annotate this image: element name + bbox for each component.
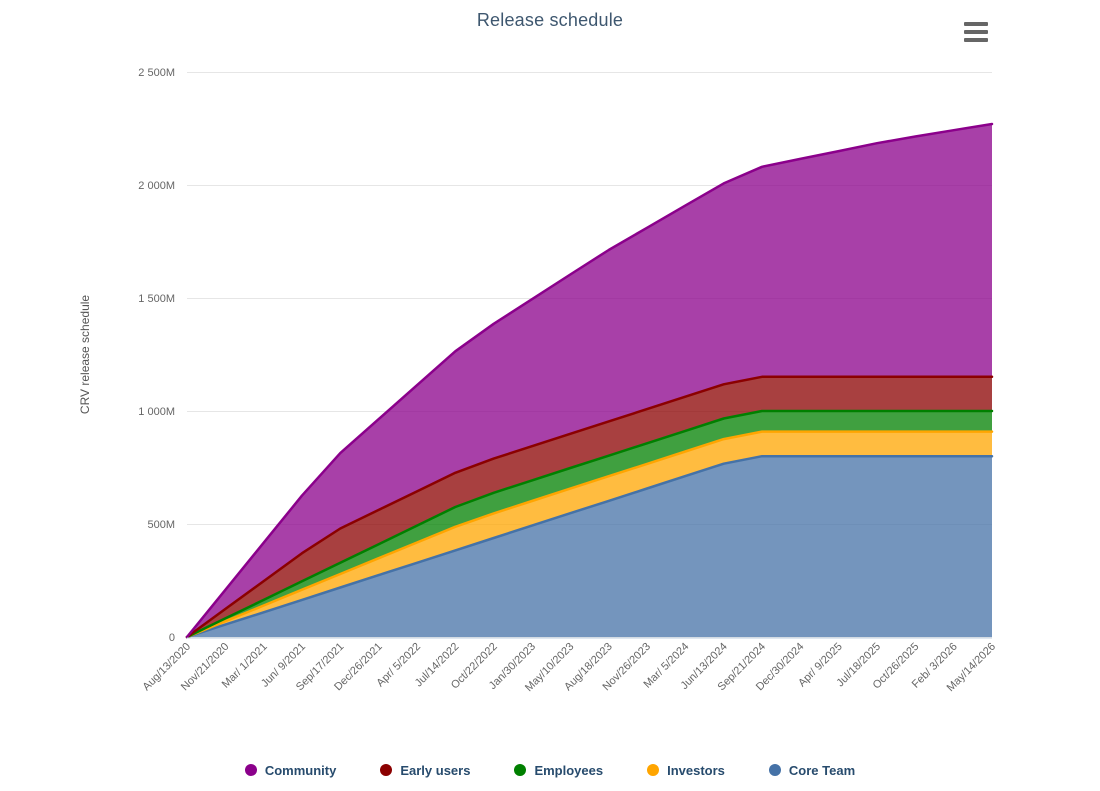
- legend-item-label: Early users: [400, 762, 471, 778]
- y-axis-tick-label: 2 500M: [138, 67, 175, 79]
- series-line-employees: [185, 409, 994, 639]
- y-axis-tick-label: 1 500M: [138, 293, 175, 305]
- y-axis-title: CRV release schedule: [78, 295, 92, 415]
- legend-marker-icon: [244, 764, 257, 776]
- series-area-community[interactable]: [187, 124, 992, 637]
- legend-item-core-team[interactable]: Core Team: [768, 762, 856, 778]
- export-menu-button[interactable]: [962, 20, 990, 44]
- y-axis-tick-label: 0: [169, 632, 175, 644]
- legend-item-label: Core Team: [788, 762, 856, 778]
- legend-marker-icon: [514, 764, 527, 776]
- y-axis-tick-label: 2 000M: [138, 180, 175, 192]
- legend-item-early-users[interactable]: Early users: [380, 763, 470, 778]
- series-area-core-team[interactable]: [187, 456, 992, 637]
- legend-marker-icon: [647, 764, 660, 776]
- legend-item-label: Investors: [667, 762, 725, 778]
- hamburger-menu-icon: [964, 22, 988, 26]
- legend-item-community[interactable]: Community: [244, 762, 337, 778]
- hamburger-menu-icon: [964, 30, 988, 34]
- series-line-community: [185, 122, 994, 639]
- y-axis-tick-label: 500M: [147, 519, 175, 531]
- series-line-core-team: [185, 454, 994, 639]
- legend-item-investors[interactable]: Investors: [647, 763, 725, 778]
- hamburger-menu-icon: [964, 38, 988, 42]
- series-line-early-users: [185, 375, 994, 639]
- legend-item-label: Employees: [534, 762, 604, 778]
- legend: Community Early users Employees Investors Co…: [0, 757, 1100, 783]
- legend-marker-icon: [380, 764, 393, 776]
- chart-title: Release schedule: [476, 10, 624, 30]
- legend-item-label: Community: [264, 762, 337, 778]
- legend-marker-icon: [768, 764, 781, 776]
- series-line-investors: [185, 430, 994, 639]
- y-axis-tick-label: 1 000M: [138, 406, 175, 418]
- series-area-investors[interactable]: [187, 431, 992, 637]
- legend-item-employees[interactable]: Employees: [514, 763, 603, 778]
